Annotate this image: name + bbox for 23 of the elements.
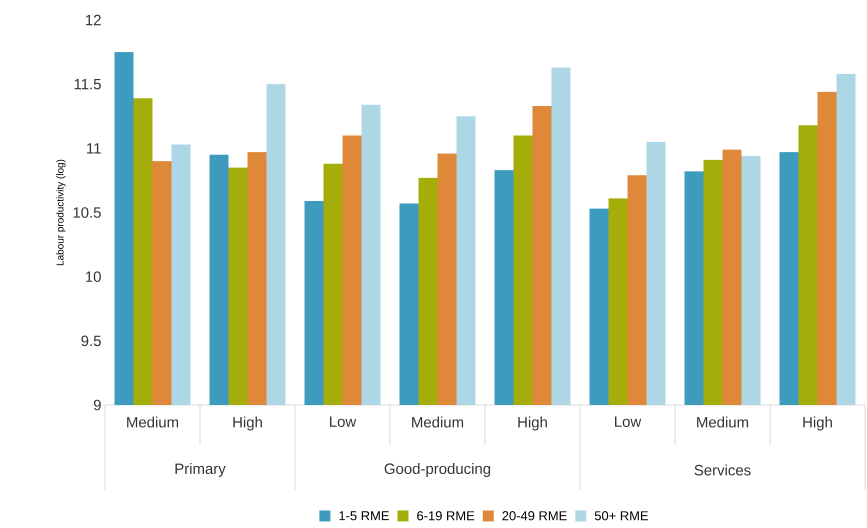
legend-label: 50+ RME <box>594 511 648 520</box>
y-tick-label: 10 <box>86 271 101 282</box>
x-tick-label: Medium <box>412 416 464 428</box>
y-tick-label: 11 <box>87 143 101 154</box>
x-tick-label: High <box>803 416 832 430</box>
text: Primary <box>175 463 226 477</box>
y-tick-label: 9.5 <box>81 336 101 346</box>
x-tick-label: Low <box>330 416 356 427</box>
x-tick-label: High <box>518 416 547 430</box>
x-tick-label: Low <box>615 416 642 427</box>
x-tick-label: High <box>233 416 262 430</box>
y-axis-title: Labour productivity (log) <box>56 160 66 266</box>
y-tick-label: 11.5 <box>74 78 101 90</box>
x-tick-label: Medium <box>697 416 748 428</box>
legend-label: 1-5 RME <box>339 511 389 520</box>
y-tick-label: 9 <box>94 400 101 410</box>
y-tick-label: 12 <box>86 14 101 26</box>
y-tick-label: 10.5 <box>74 207 101 218</box>
text: Services <box>694 464 751 476</box>
x-tick-label: Medium <box>127 416 178 428</box>
legend-label: 6-19 RME <box>417 511 474 520</box>
legend-label: 20-49 RME <box>502 511 567 520</box>
text: Good-producing <box>384 463 490 477</box>
